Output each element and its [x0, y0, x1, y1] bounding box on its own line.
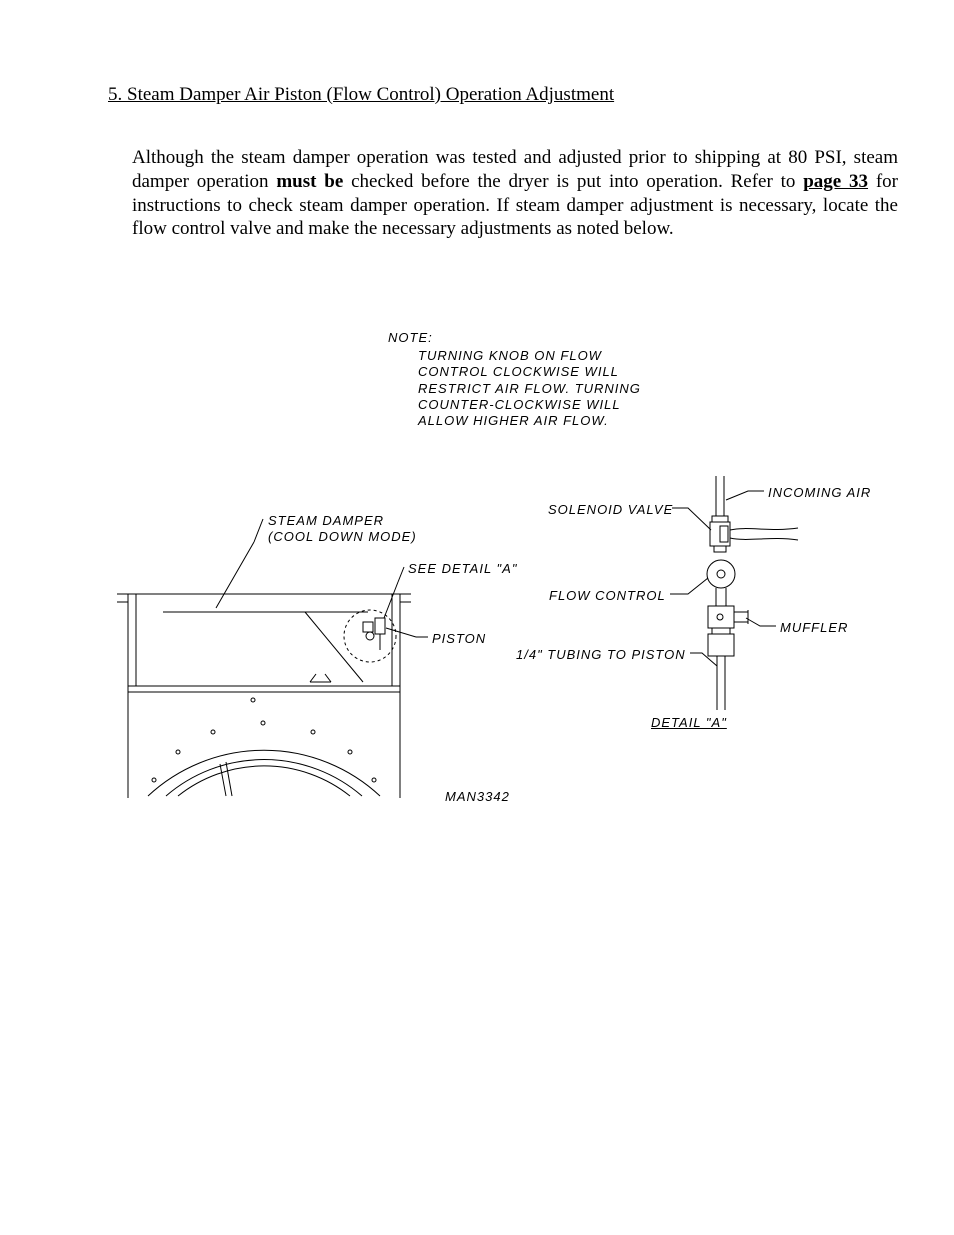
- flow-control-label: FLOW CONTROL: [549, 588, 666, 603]
- note-line-3: RESTRICT AIR FLOW. TURNING: [418, 381, 641, 396]
- note-line-5: ALLOW HIGHER AIR FLOW.: [418, 413, 609, 428]
- drawing-number: MAN3342: [445, 789, 510, 804]
- note-line-2: CONTROL CLOCKWISE WILL: [418, 364, 619, 379]
- incoming-air-label: INCOMING AIR: [768, 485, 871, 500]
- para-text-2: checked before the dryer is put into ope…: [343, 171, 803, 192]
- steam-damper-l2: (COOL DOWN MODE): [268, 529, 417, 544]
- detail-a-label: DETAIL "A": [651, 715, 727, 730]
- diagram: NOTE: TURNING KNOB ON FLOW CONTROL CLOCK…: [108, 330, 878, 810]
- note-line-1: TURNING KNOB ON FLOW: [418, 348, 602, 363]
- see-detail-label: SEE DETAIL "A": [408, 561, 517, 576]
- solenoid-label: SOLENOID VALVE: [548, 502, 673, 517]
- note-line-4: COUNTER-CLOCKWISE WILL: [418, 397, 621, 412]
- steam-damper-label: STEAM DAMPER (COOL DOWN MODE): [268, 513, 417, 546]
- para-pageref: page 33: [803, 171, 868, 192]
- section-heading: 5. Steam Damper Air Piston (Flow Control…: [108, 84, 898, 106]
- page: 5. Steam Damper Air Piston (Flow Control…: [0, 0, 954, 1235]
- steam-damper-l1: STEAM DAMPER: [268, 513, 384, 528]
- para-bold-1: must be: [276, 171, 343, 192]
- note-heading: NOTE:: [388, 330, 433, 345]
- muffler-label: MUFFLER: [780, 620, 848, 635]
- piston-label: PISTON: [432, 631, 486, 646]
- tubing-label: 1/4" TUBING TO PISTON: [516, 647, 686, 662]
- note-body: TURNING KNOB ON FLOW CONTROL CLOCKWISE W…: [418, 348, 641, 429]
- body-paragraph: Although the steam damper operation was …: [132, 146, 898, 241]
